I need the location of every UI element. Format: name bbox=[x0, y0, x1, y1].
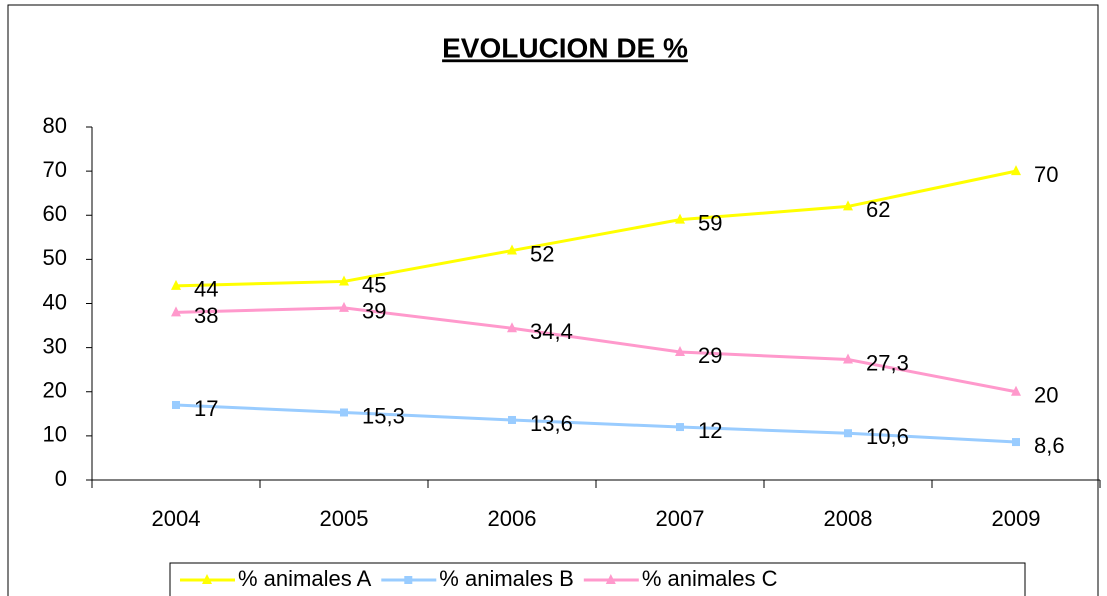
x-tick-label: 2009 bbox=[992, 506, 1041, 531]
y-tick-label: 10 bbox=[43, 422, 67, 447]
x-tick-label: 2005 bbox=[320, 506, 369, 531]
x-tick-label: 2007 bbox=[656, 506, 705, 531]
y-tick-label: 60 bbox=[43, 201, 67, 226]
x-tick-label: 2004 bbox=[152, 506, 201, 531]
point bbox=[843, 200, 853, 211]
point bbox=[843, 353, 853, 364]
point bbox=[171, 306, 181, 317]
y-tick-label: 0 bbox=[55, 466, 67, 491]
point bbox=[507, 244, 517, 255]
x-tick-label: 2008 bbox=[824, 506, 873, 531]
y-tick-label: 50 bbox=[43, 245, 67, 270]
data-label: 27,3 bbox=[866, 350, 909, 375]
point bbox=[172, 400, 180, 409]
y-tick-label: 20 bbox=[43, 378, 67, 403]
data-label: 20 bbox=[1034, 383, 1058, 408]
y-tick-label: 40 bbox=[43, 289, 67, 314]
y-tick-label: 30 bbox=[43, 333, 67, 358]
data-label: 17 bbox=[194, 396, 218, 421]
series-line bbox=[175, 306, 1017, 394]
x-tick-label: 2006 bbox=[488, 506, 537, 531]
chart-title: EVOLUCION DE % bbox=[442, 32, 688, 63]
point bbox=[171, 279, 181, 290]
data-label: 8,6 bbox=[1034, 433, 1065, 458]
legend-label: % animales B bbox=[439, 566, 574, 591]
series-line bbox=[175, 169, 1017, 288]
point bbox=[340, 408, 348, 417]
data-label: 29 bbox=[698, 343, 722, 368]
point bbox=[844, 429, 852, 438]
data-label: 10,6 bbox=[866, 424, 909, 449]
data-label: 44 bbox=[194, 277, 218, 302]
legend-marker bbox=[605, 574, 616, 584]
point bbox=[1011, 165, 1021, 176]
data-label: 15,3 bbox=[362, 403, 405, 428]
data-label: 62 bbox=[866, 197, 890, 222]
data-label: 34,4 bbox=[530, 319, 573, 344]
point bbox=[508, 415, 516, 424]
data-label: 59 bbox=[698, 210, 722, 235]
data-label: 52 bbox=[530, 241, 554, 266]
point bbox=[676, 423, 684, 432]
data-label: 39 bbox=[362, 299, 386, 324]
data-label: 13,6 bbox=[530, 411, 573, 436]
legend-label: % animales A bbox=[238, 566, 372, 591]
y-tick-label: 80 bbox=[43, 113, 67, 138]
point bbox=[1011, 385, 1021, 396]
data-label: 70 bbox=[1034, 162, 1058, 187]
data-label: 45 bbox=[362, 272, 386, 297]
point bbox=[339, 301, 349, 312]
point bbox=[675, 213, 685, 224]
point bbox=[339, 275, 349, 286]
point bbox=[675, 346, 685, 357]
legend-marker bbox=[202, 574, 212, 584]
point bbox=[1012, 438, 1020, 447]
point bbox=[507, 322, 517, 333]
legend-label: % animales C bbox=[642, 566, 778, 591]
y-tick-label: 70 bbox=[43, 157, 67, 182]
series-line bbox=[175, 403, 1017, 444]
chart-border bbox=[7, 4, 1099, 596]
legend-marker bbox=[404, 576, 413, 584]
data-label: 12 bbox=[698, 418, 722, 443]
data-label: 38 bbox=[194, 303, 218, 328]
